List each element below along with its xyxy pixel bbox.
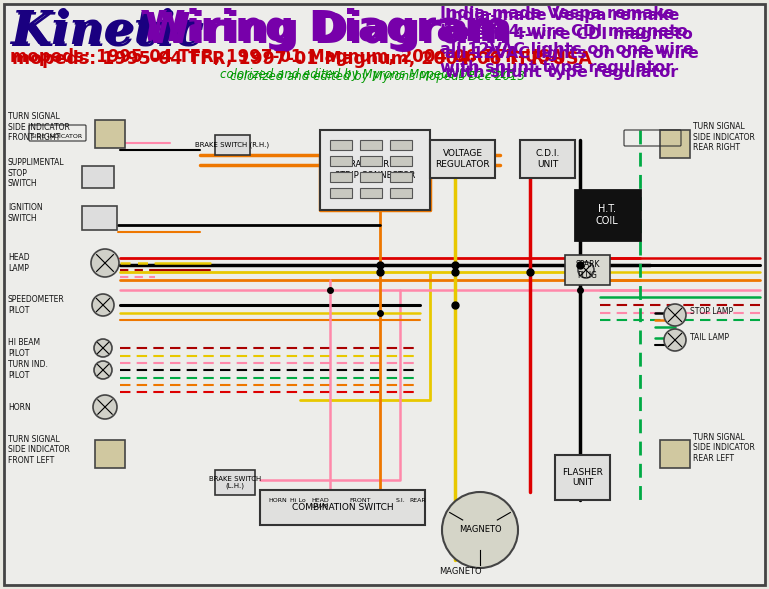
Bar: [430, 140, 495, 178]
Circle shape: [92, 294, 114, 316]
Bar: [215, 470, 255, 495]
Text: Kinetic 4-wire CDI magneto: Kinetic 4-wire CDI magneto: [445, 27, 693, 42]
Bar: [82, 206, 117, 230]
Text: STOP LAMP: STOP LAMP: [690, 307, 733, 316]
Bar: [555, 455, 610, 500]
Text: all 12VAC lights on one wire: all 12VAC lights on one wire: [445, 46, 699, 61]
Text: REAR: REAR: [410, 498, 426, 503]
Bar: [575, 190, 640, 240]
Text: colorized and edited by Myrons Mopeds Dec 2013: colorized and edited by Myrons Mopeds De…: [230, 70, 525, 83]
Text: Kinetic 4-wire CDI magneto: Kinetic 4-wire CDI magneto: [440, 24, 688, 39]
Text: Kinetic: Kinetic: [12, 10, 205, 56]
Text: BRAKE SWITCH
(L.H.): BRAKE SWITCH (L.H.): [209, 476, 261, 489]
Text: India-made Vespa remake: India-made Vespa remake: [440, 6, 674, 21]
Bar: [330, 172, 352, 182]
Text: TURN SIGNAL
SIDE INDICATOR
FRONT LEFT: TURN SIGNAL SIDE INDICATOR FRONT LEFT: [8, 435, 70, 465]
Text: MAGNETO: MAGNETO: [458, 525, 501, 534]
Text: SPEEDOMETER
PILOT: SPEEDOMETER PILOT: [8, 295, 65, 315]
Circle shape: [91, 249, 119, 277]
Text: IGNITION
SWITCH: IGNITION SWITCH: [8, 203, 42, 223]
Text: Wiring Diagram: Wiring Diagram: [140, 8, 508, 50]
Text: HEAD
LAMP: HEAD LAMP: [311, 498, 329, 509]
Bar: [360, 156, 382, 166]
Text: Kinetic: Kinetic: [10, 8, 202, 54]
Circle shape: [578, 262, 594, 278]
Text: all 12VAC lights on one wire: all 12VAC lights on one wire: [440, 42, 694, 57]
Text: TAIL LAMP: TAIL LAMP: [690, 333, 729, 342]
Bar: [565, 255, 610, 285]
Text: HORN: HORN: [8, 402, 31, 412]
Bar: [390, 172, 412, 182]
Text: MAGNETO: MAGNETO: [438, 567, 481, 577]
Text: colorized and edited by Myrons Mopeds Dec 2013: colorized and edited by Myrons Mopeds De…: [220, 68, 515, 81]
Text: with shunt type regulator: with shunt type regulator: [445, 65, 678, 80]
Text: HI BEAM
PILOT: HI BEAM PILOT: [8, 338, 40, 358]
Text: SPARK
PLUG: SPARK PLUG: [575, 260, 600, 280]
Bar: [215, 135, 250, 155]
Text: COMBINATION SWITCH: COMBINATION SWITCH: [291, 503, 393, 512]
Text: TRANSPARENT
STRIP CONNECTOR: TRANSPARENT STRIP CONNECTOR: [335, 160, 415, 180]
Bar: [390, 188, 412, 198]
Circle shape: [94, 361, 112, 379]
Bar: [660, 130, 690, 158]
Bar: [360, 188, 382, 198]
Circle shape: [442, 492, 518, 568]
Bar: [320, 130, 430, 210]
Text: H.T.
COIL: H.T. COIL: [597, 206, 618, 224]
Bar: [5, 5, 764, 90]
Text: India-made Vespa remake: India-made Vespa remake: [445, 8, 679, 23]
Text: TURN SIGNAL
SIDE INDICATOR
REAR RIGHT: TURN SIGNAL SIDE INDICATOR REAR RIGHT: [693, 122, 755, 152]
Text: FLASHER
UNIT: FLASHER UNIT: [562, 468, 603, 487]
Text: FRONT: FRONT: [349, 498, 371, 503]
Text: S.I.: S.I.: [395, 498, 404, 503]
Text: mopeds: 1995-04 TFR, 1997-01 Magnum, 2004-06 TFR-USA: mopeds: 1995-04 TFR, 1997-01 Magnum, 200…: [10, 48, 563, 66]
Text: TURN SIGNAL
SIDE INDICATOR
FRONT RIGHT: TURN SIGNAL SIDE INDICATOR FRONT RIGHT: [8, 112, 70, 142]
Text: Hi Lo: Hi Lo: [290, 498, 306, 503]
Bar: [520, 140, 575, 178]
Text: mopeds: 1995-04 TFR, 1997-01 Magnum, 2004-06 TFR-USA: mopeds: 1995-04 TFR, 1997-01 Magnum, 200…: [12, 50, 592, 68]
Circle shape: [94, 339, 112, 357]
Text: TURN IND.
PILOT: TURN IND. PILOT: [8, 360, 48, 380]
Text: HEAD
LAMP: HEAD LAMP: [8, 253, 30, 273]
Text: C.D.I.
UNIT: C.D.I. UNIT: [535, 149, 560, 168]
Bar: [360, 172, 382, 182]
Text: with shunt type regulator: with shunt type regulator: [440, 60, 673, 75]
Bar: [390, 156, 412, 166]
Bar: [360, 140, 382, 150]
Bar: [95, 440, 125, 468]
Text: SIDE INDICATOR: SIDE INDICATOR: [32, 134, 82, 139]
Circle shape: [664, 329, 686, 351]
Bar: [390, 140, 412, 150]
Circle shape: [664, 304, 686, 326]
Bar: [330, 156, 352, 166]
Text: VOLTAGE
REGULATOR: VOLTAGE REGULATOR: [435, 149, 490, 168]
Bar: [330, 140, 352, 150]
Text: HORN: HORN: [268, 498, 288, 503]
Text: H.T.
COIL: H.T. COIL: [596, 204, 618, 226]
Bar: [95, 120, 125, 148]
Text: SUPPLIMENTAL
STOP
SWITCH: SUPPLIMENTAL STOP SWITCH: [8, 158, 65, 188]
Text: Wiring Diagram: Wiring Diagram: [145, 10, 512, 52]
Bar: [660, 440, 690, 468]
Bar: [82, 166, 114, 188]
Text: BRAKE SWITCH (R.H.): BRAKE SWITCH (R.H.): [195, 142, 270, 148]
Bar: [330, 188, 352, 198]
Bar: [260, 490, 425, 525]
Circle shape: [93, 395, 117, 419]
Text: TURN SIGNAL
SIDE INDICATOR
REAR LEFT: TURN SIGNAL SIDE INDICATOR REAR LEFT: [693, 433, 755, 463]
